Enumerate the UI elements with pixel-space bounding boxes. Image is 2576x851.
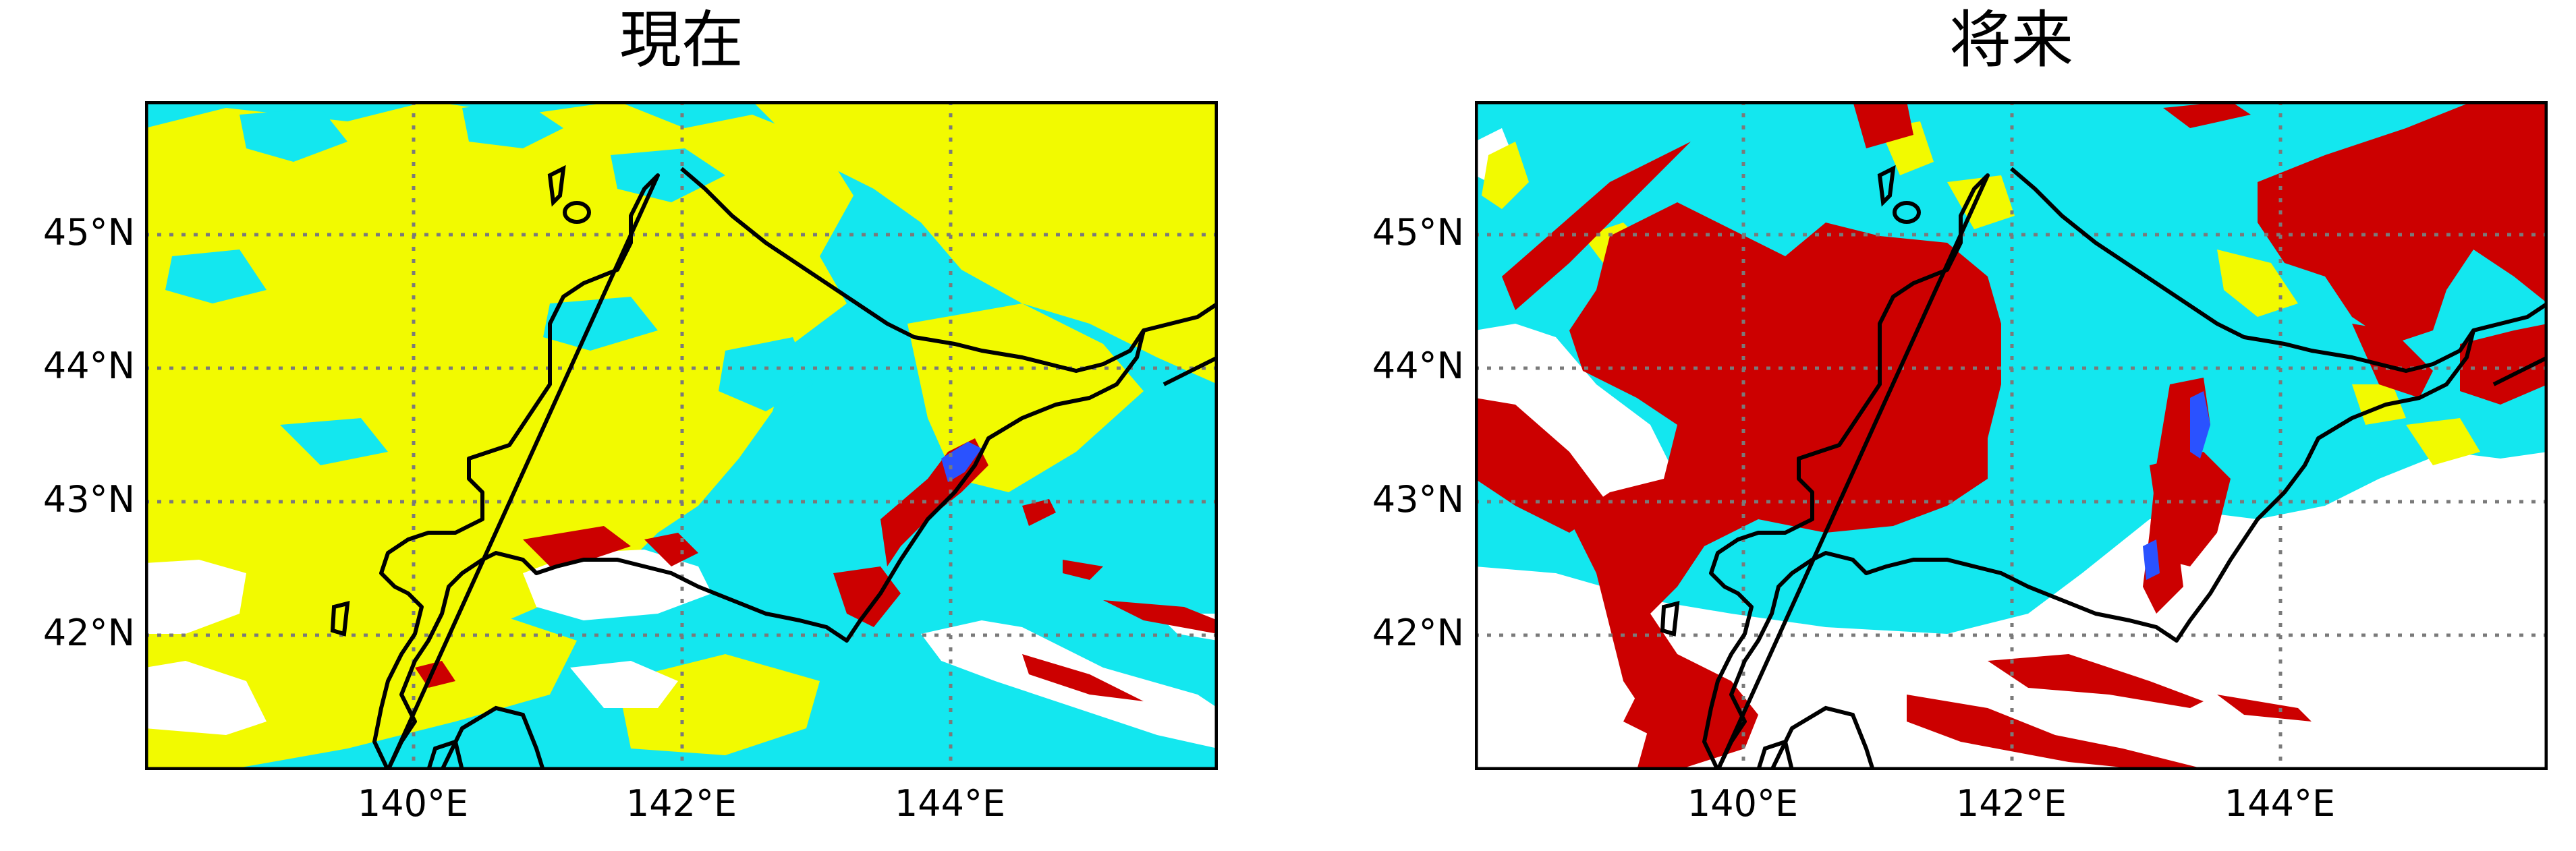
field-red-center-2 <box>2150 452 2231 566</box>
field-red-3 <box>833 566 901 627</box>
coastline-honshu2 <box>1756 739 1794 770</box>
field-yellow-7 <box>2406 418 2480 465</box>
field-yellow-4 <box>1947 175 2015 229</box>
field-yellow-west <box>145 101 853 770</box>
coastline-honshu2 <box>426 739 464 770</box>
field-yellow-1 <box>1482 142 1529 209</box>
map-frame <box>145 101 1218 770</box>
island-rebun <box>1877 165 1896 207</box>
lon-label-142-future: 142°E <box>1955 782 2067 825</box>
panel-title-present: 現在 <box>619 4 744 76</box>
field-blue-1 <box>941 442 982 482</box>
field-white-sw3 <box>570 661 678 708</box>
lat-label-42-future: 42°N <box>1372 612 1464 654</box>
field-white-sw <box>145 560 246 634</box>
field-red-8 <box>415 661 455 688</box>
map-present <box>145 101 1218 770</box>
island-rishiri <box>1893 201 1921 224</box>
field-red-ne <box>2258 101 2548 344</box>
field-red-2 <box>644 533 698 566</box>
island-okushiri <box>330 601 350 637</box>
island-rishiri <box>563 201 591 224</box>
field-yellow-5 <box>2217 250 2298 317</box>
field-red-1 <box>523 526 631 566</box>
map-future <box>1475 101 2548 770</box>
field-red-west-streak <box>1475 398 1610 533</box>
field-red-north-1 <box>1853 101 1913 148</box>
field-red-north-2 <box>2163 101 2251 128</box>
lat-label-45-future: 45°N <box>1372 211 1464 254</box>
lat-label-44: 44°N <box>43 345 135 387</box>
field-red-nw-streak <box>1502 142 1691 310</box>
panel-title-future: 将来 <box>1949 4 2073 76</box>
lon-label-142: 142°E <box>625 782 737 825</box>
field-red-main <box>1569 202 2001 770</box>
lat-label-43-future: 43°N <box>1372 478 1464 521</box>
field-red-9 <box>1063 560 1103 580</box>
coastline-nemuro <box>2473 301 2548 332</box>
lat-label-45: 45°N <box>43 211 135 254</box>
lon-label-140-future: 140°E <box>1687 782 1799 825</box>
coastline-hokkaido <box>372 167 1146 770</box>
field-yellow-ne <box>752 101 1218 384</box>
gridlines <box>145 101 1218 770</box>
coastline-kunashiri <box>2492 355 2548 386</box>
field-red-7 <box>1022 654 1144 701</box>
field-red-s3 <box>2217 695 2312 722</box>
field-red-6 <box>1103 600 1218 634</box>
field-red-east <box>2352 324 2433 398</box>
coastline-honshu <box>1770 705 1875 770</box>
island-okushiri <box>1660 601 1680 637</box>
field-red-s2 <box>1907 695 2204 770</box>
field-red-ne-2 <box>2460 324 2548 405</box>
field-red-s1 <box>1988 654 2204 708</box>
field-cyan-patch-6 <box>280 418 388 465</box>
field-white-south <box>1475 452 2548 770</box>
coastline-honshu <box>440 705 545 770</box>
field-red-s4 <box>1623 695 1718 742</box>
island-rebun <box>547 165 566 207</box>
lon-label-144: 144°E <box>894 782 1006 825</box>
gridlines <box>1475 101 2548 770</box>
coastline-hokkaido <box>1702 167 2475 770</box>
field-cyan-patch-7 <box>719 337 813 411</box>
field-white-sw2 <box>145 661 267 735</box>
lon-label-144-future: 144°E <box>2224 782 2336 825</box>
field-red-5 <box>1022 499 1056 526</box>
field-cyan-patch-5 <box>543 297 658 351</box>
lat-label-43: 43°N <box>43 478 135 521</box>
coastline-nemuro <box>1143 301 1218 332</box>
field-cyan-patch-3 <box>611 148 725 202</box>
field-blue-2 <box>2143 539 2160 580</box>
coastline-kunashiri <box>1163 355 1218 386</box>
lat-label-44-future: 44°N <box>1372 345 1464 387</box>
map-frame <box>1475 101 2548 770</box>
field-cyan-patch-4 <box>165 250 267 303</box>
lon-label-140: 140°E <box>357 782 469 825</box>
field-blue-1 <box>2190 391 2210 459</box>
field-white-bay <box>523 550 712 620</box>
field-cyan-patch-2 <box>462 101 563 148</box>
field-yellow-sw <box>145 614 577 770</box>
lat-label-42: 42°N <box>43 612 135 654</box>
field-cyan-patch-1 <box>240 108 347 162</box>
